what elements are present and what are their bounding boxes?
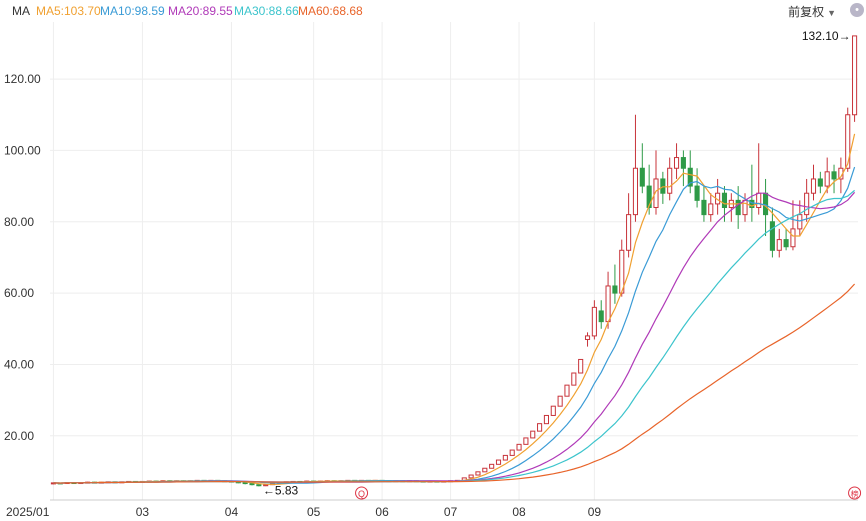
candle-body [749, 199, 755, 208]
candle-body [817, 178, 823, 187]
x-axis: 2025/01 03 04 05 06 07 08 09 [6, 499, 858, 519]
candle-body [694, 185, 700, 201]
ma20-line [53, 191, 856, 484]
candle-body [256, 484, 262, 487]
y-tick-label: 100.00 [4, 143, 41, 157]
legend-ma5: MA5:103.70 [36, 4, 101, 18]
max-price-label: 132.10→ [802, 29, 851, 43]
candle-body [571, 372, 577, 386]
candle-body [495, 459, 502, 465]
candle-body [673, 157, 680, 169]
candle-body [626, 214, 632, 251]
q-marker-label: Q [358, 489, 365, 499]
candle-body [845, 114, 851, 169]
candle-body [550, 405, 556, 416]
annotations: 132.10→ ←5.83 Q 榜 [263, 29, 862, 500]
candle-body [721, 192, 728, 208]
candle-body [502, 454, 508, 461]
ma-lines [53, 133, 856, 486]
candle-body [804, 192, 810, 216]
q-marker-icon [355, 486, 369, 500]
candle-body [756, 192, 762, 208]
candle-body [249, 483, 255, 486]
candle-body [680, 157, 686, 169]
candle-body [783, 239, 789, 248]
candle-body [605, 285, 611, 323]
ma30-line [53, 189, 855, 484]
candle-body [543, 414, 549, 425]
legend-title: MA [12, 4, 30, 18]
candles [50, 35, 858, 487]
candle-body [653, 178, 659, 208]
candle-body [557, 395, 563, 407]
candle-body [612, 285, 618, 294]
x-tick-label: 09 [588, 505, 602, 519]
candle-body [468, 474, 474, 479]
gear-icon[interactable]: • [850, 3, 864, 17]
candle-body [530, 430, 536, 439]
candle-body [646, 185, 652, 208]
y-tick-label: 40.00 [4, 357, 34, 371]
y-axis: 20.00 40.00 60.00 80.00 100.00 120.00 [4, 72, 41, 443]
candle-body [564, 384, 570, 397]
y-tick-label: 60.00 [4, 286, 34, 300]
y-tick-label: 80.00 [4, 215, 34, 229]
candle-body [632, 167, 639, 216]
y-tick-label: 20.00 [4, 429, 34, 443]
candle-body [790, 228, 796, 248]
candle-body [523, 437, 529, 445]
candle-body [598, 310, 604, 323]
candle-body [824, 171, 830, 187]
x-tick-label: 04 [225, 505, 239, 519]
candle-body [769, 221, 775, 251]
candle-body [489, 463, 495, 469]
ma-legend: MA MA5:103.70 MA10:98.59 MA20:89.55 MA30… [0, 0, 866, 22]
candle-body [578, 358, 584, 374]
candle-body [852, 35, 858, 116]
legend-ma60: MA60:68.68 [298, 4, 363, 18]
candle-body [591, 306, 597, 337]
bang-marker-icon [848, 486, 862, 500]
legend-ma10: MA10:98.59 [100, 4, 165, 18]
legend-ma20: MA20:89.55 [168, 4, 233, 18]
candle-body [584, 335, 591, 340]
candle-body [810, 178, 817, 194]
candle-body [831, 171, 837, 180]
adjust-label: 前复权 [788, 5, 825, 19]
candle-body [516, 443, 522, 451]
x-tick-label: 08 [512, 505, 526, 519]
candle-body [797, 214, 803, 230]
candle-body [509, 449, 515, 456]
candle-body [701, 199, 707, 216]
candle-body [776, 239, 782, 251]
x-tick-label: 2025/01 [6, 505, 50, 519]
candle-body [708, 203, 714, 216]
grid-lines [50, 22, 858, 500]
x-tick-label: 07 [444, 505, 458, 519]
ma60-line [53, 283, 856, 484]
candle-body [660, 178, 666, 194]
x-tick-label: 05 [307, 505, 321, 519]
candle-body [735, 199, 741, 216]
candle-body [482, 467, 488, 473]
candle-body [639, 167, 645, 187]
candle-body [667, 167, 673, 194]
ma5-line [53, 133, 856, 486]
y-tick-label: 120.00 [4, 72, 41, 86]
min-price-label: ←5.83 [263, 483, 299, 497]
legend-ma30: MA30:88.66 [234, 4, 299, 18]
candle-body [742, 199, 748, 216]
chevron-down-icon: ▼ [827, 8, 836, 18]
candle-body [687, 167, 693, 187]
x-tick-label: 03 [136, 505, 150, 519]
candle-body [475, 471, 481, 476]
candle-body [537, 423, 543, 432]
adjust-dropdown[interactable]: 前复权 ▼ [788, 3, 836, 20]
bang-marker-label: 榜 [851, 489, 859, 499]
candle-body [763, 192, 769, 216]
x-tick-label: 06 [375, 505, 389, 519]
